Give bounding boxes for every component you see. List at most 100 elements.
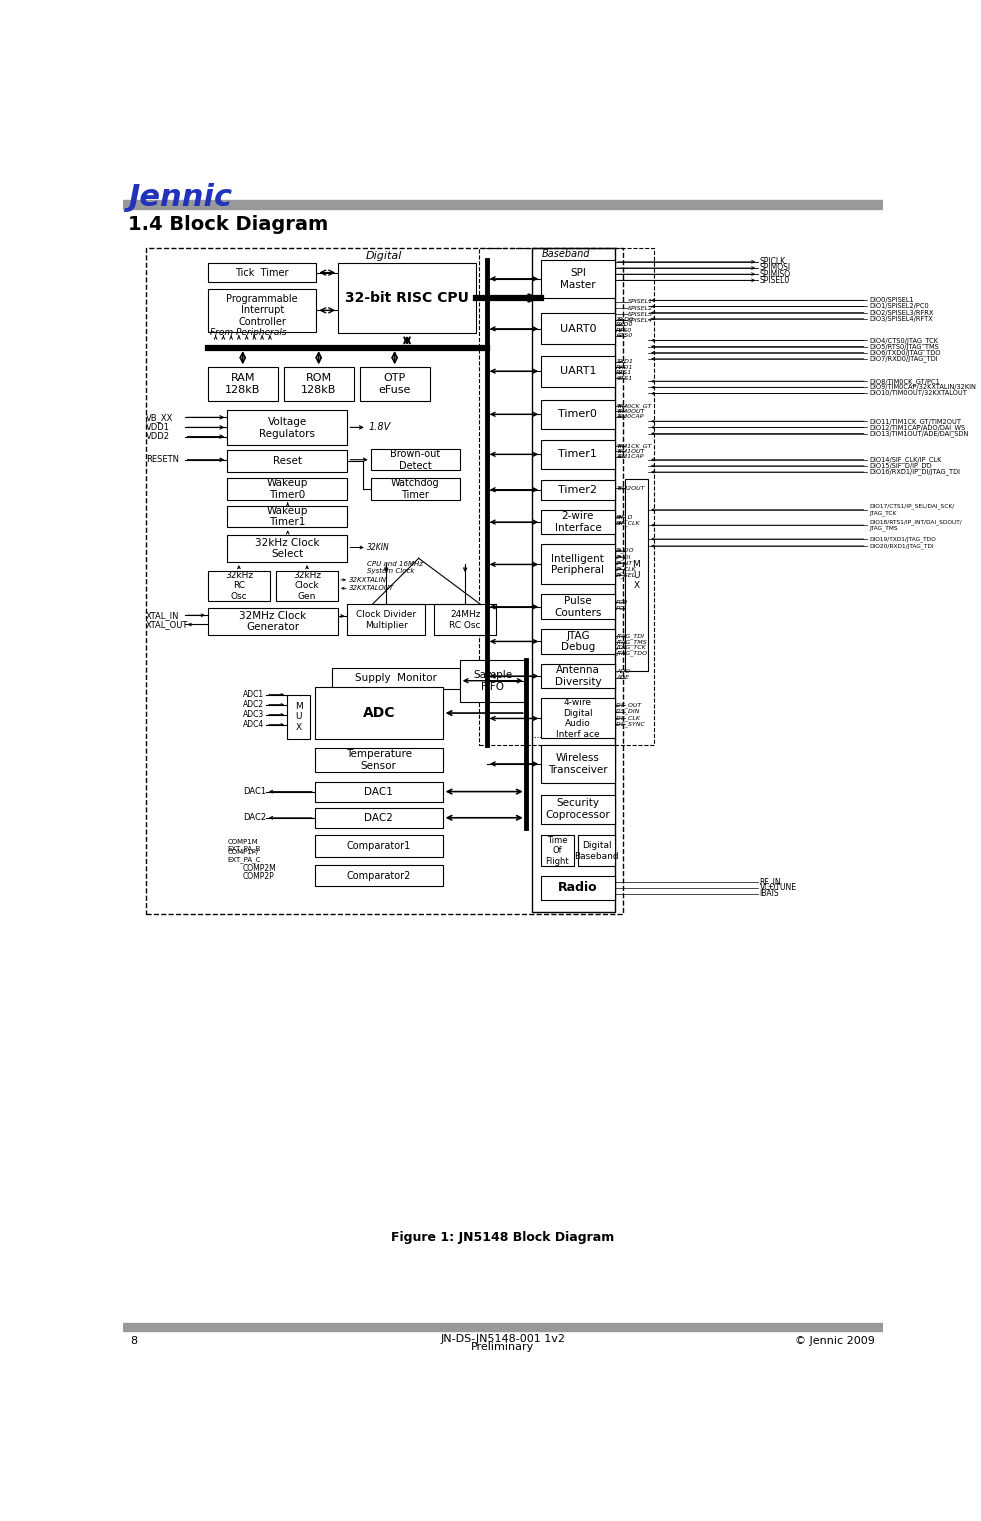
- Text: DIO3/SPISEL4/RFTX: DIO3/SPISEL4/RFTX: [869, 316, 933, 322]
- Text: 4-wire
Digital
Audio
Interf ace: 4-wire Digital Audio Interf ace: [556, 698, 599, 739]
- Text: Preliminary: Preliminary: [471, 1342, 535, 1352]
- Text: COMP1M
EXT_PA_B: COMP1M EXT_PA_B: [228, 838, 261, 852]
- Text: Reset: Reset: [273, 456, 302, 467]
- Text: DAC1: DAC1: [242, 786, 266, 795]
- Text: Intelligent
Peripheral: Intelligent Peripheral: [551, 554, 604, 575]
- Text: 32kHz
Clock
Gen: 32kHz Clock Gen: [293, 570, 321, 601]
- Text: IP_DI: IP_DI: [616, 554, 632, 560]
- Text: JTAG_TDI: JTAG_TDI: [616, 633, 645, 639]
- Bar: [542, 745, 615, 783]
- Bar: [208, 289, 317, 332]
- Text: Comparator2: Comparator2: [346, 870, 411, 881]
- Text: IP_DO: IP_DO: [616, 548, 635, 554]
- Text: DIO9/TIM0CAP/32KXTALIN/32KIN: DIO9/TIM0CAP/32KXTALIN/32KIN: [869, 385, 976, 391]
- Text: Brown-out
Detect: Brown-out Detect: [390, 449, 440, 470]
- Text: JN-DS-JN5148-001 1v2: JN-DS-JN5148-001 1v2: [440, 1334, 565, 1345]
- Text: COMP2P: COMP2P: [242, 872, 275, 881]
- Bar: [208, 572, 270, 601]
- Text: CTS1: CTS1: [616, 376, 633, 380]
- Text: 1.4 Block Diagram: 1.4 Block Diagram: [129, 216, 329, 234]
- Text: DIO14/SIF_CLK/IP_CLK: DIO14/SIF_CLK/IP_CLK: [869, 456, 942, 462]
- Text: DIO5/RTS0/JTAG_TMS: DIO5/RTS0/JTAG_TMS: [869, 344, 939, 350]
- Text: ADC2: ADC2: [242, 700, 264, 709]
- Text: Radio: Radio: [558, 881, 597, 894]
- Bar: [208, 608, 338, 634]
- Text: IP_SEL: IP_SEL: [616, 572, 637, 578]
- Text: TXD0: TXD0: [616, 316, 634, 322]
- Bar: [542, 510, 615, 534]
- Text: Digital: Digital: [366, 251, 402, 260]
- Text: Timer1: Timer1: [558, 449, 597, 459]
- Text: Jennic: Jennic: [129, 184, 232, 213]
- Text: ROM
128kB: ROM 128kB: [301, 374, 336, 395]
- Text: 32KIN: 32KIN: [367, 543, 389, 552]
- Bar: [123, 1323, 883, 1331]
- Text: Sample
FIFO: Sample FIFO: [473, 671, 512, 692]
- Text: Tick  Timer: Tick Timer: [235, 268, 288, 278]
- Text: 32KXTALIN: 32KXTALIN: [349, 576, 387, 583]
- Text: DIO12/TIM1CAP/ADO/DAI_WS: DIO12/TIM1CAP/ADO/DAI_WS: [869, 424, 965, 430]
- Text: DIO7/RXD0/JTAG_TDI: DIO7/RXD0/JTAG_TDI: [869, 356, 938, 362]
- Text: COMP2M: COMP2M: [242, 864, 277, 873]
- Text: TXD1: TXD1: [616, 359, 634, 365]
- Text: ADC4: ADC4: [242, 719, 264, 729]
- Text: ADE: ADE: [616, 675, 630, 680]
- Text: DAC2: DAC2: [364, 812, 393, 823]
- Text: 8: 8: [130, 1337, 137, 1346]
- Text: DIO1/SPISEL2/PC0: DIO1/SPISEL2/PC0: [869, 304, 929, 309]
- Text: Antenna
Diversity: Antenna Diversity: [554, 665, 601, 687]
- Text: 32KXTALOUT: 32KXTALOUT: [349, 586, 394, 592]
- Text: Timer0: Timer0: [558, 409, 597, 420]
- Text: DIO19/TXD1/JTAG_TDO: DIO19/TXD1/JTAG_TDO: [869, 537, 936, 541]
- Text: SPISEL1: SPISEL1: [628, 300, 653, 304]
- Text: DIO4/CTS0/JTAG_TCK: DIO4/CTS0/JTAG_TCK: [869, 338, 938, 344]
- Text: OTP
eFuse: OTP eFuse: [379, 374, 411, 395]
- Text: SIF_CLK: SIF_CLK: [616, 520, 641, 526]
- Bar: [315, 748, 442, 771]
- Text: VDD1: VDD1: [146, 423, 170, 432]
- Bar: [228, 506, 347, 528]
- Text: VB_XX: VB_XX: [146, 412, 174, 421]
- Text: From Peripherals: From Peripherals: [210, 329, 286, 338]
- Bar: [542, 479, 615, 500]
- Text: ADC: ADC: [363, 706, 395, 719]
- Text: UART1: UART1: [560, 367, 596, 376]
- Text: RTS1: RTS1: [616, 370, 633, 376]
- Text: Digital
Baseband: Digital Baseband: [574, 841, 619, 861]
- Text: SPI
Master: SPI Master: [560, 268, 595, 289]
- Text: XTAL_IN: XTAL_IN: [146, 611, 180, 619]
- Text: DIO10/TIM0OUT/32KXTALOUT: DIO10/TIM0OUT/32KXTALOUT: [869, 391, 967, 397]
- Bar: [542, 356, 615, 386]
- Text: DIO13/TIM1OUT/ADE/DAI_SDN: DIO13/TIM1OUT/ADE/DAI_SDN: [869, 430, 968, 437]
- Bar: [479, 248, 653, 745]
- Text: RAM
128kB: RAM 128kB: [225, 374, 260, 395]
- Bar: [228, 535, 347, 563]
- Text: 1.8V: 1.8V: [368, 423, 390, 432]
- Text: Temperature
Sensor: Temperature Sensor: [345, 750, 412, 771]
- Text: RF_IN: RF_IN: [759, 878, 781, 887]
- Text: Timer2: Timer2: [558, 485, 597, 494]
- Text: TIM1OUT: TIM1OUT: [616, 449, 645, 453]
- Text: ADO: ADO: [616, 669, 631, 674]
- Text: SPISEL2: SPISEL2: [628, 306, 653, 310]
- Text: DIO11/TIM1CK_GT/TIM2OUT: DIO11/TIM1CK_GT/TIM2OUT: [869, 418, 961, 424]
- Text: TIM0CAP: TIM0CAP: [616, 414, 644, 420]
- Text: Clock Divider
Multiplier: Clock Divider Multiplier: [356, 610, 416, 630]
- Text: Security
Coprocessor: Security Coprocessor: [545, 799, 610, 820]
- Text: 32kHz
RC
Osc: 32kHz RC Osc: [225, 570, 253, 601]
- Text: PC0: PC0: [616, 599, 629, 605]
- Bar: [542, 794, 615, 824]
- Text: DAC1: DAC1: [364, 786, 393, 797]
- Bar: [542, 260, 615, 298]
- Text: TIM2OUT: TIM2OUT: [616, 485, 645, 491]
- Text: Time
Of
Flight: Time Of Flight: [545, 837, 569, 865]
- Bar: [338, 263, 476, 333]
- Text: 32kHz Clock
Select: 32kHz Clock Select: [255, 538, 320, 560]
- Text: Baseband: Baseband: [542, 249, 591, 259]
- Text: Comparator1: Comparator1: [346, 841, 411, 852]
- Text: TIM0CK_GT: TIM0CK_GT: [616, 403, 651, 409]
- Text: M
U
X: M U X: [633, 560, 641, 590]
- Text: VCOTUNE: VCOTUNE: [759, 884, 797, 893]
- Bar: [542, 663, 615, 689]
- Text: Voltage
Regulators: Voltage Regulators: [259, 417, 315, 438]
